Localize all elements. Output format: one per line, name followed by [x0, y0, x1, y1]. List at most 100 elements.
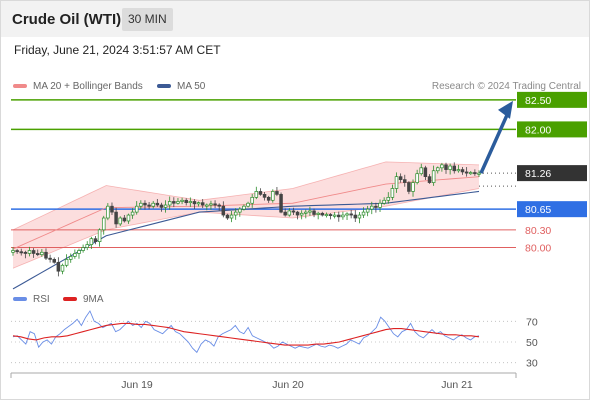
candle-body	[93, 238, 98, 242]
candle-body	[394, 176, 399, 189]
candle-body	[415, 173, 419, 183]
candle-body	[254, 191, 259, 198]
candle-body	[23, 251, 28, 254]
candle-body	[353, 214, 358, 219]
candle-body	[167, 201, 172, 206]
candle-body	[299, 212, 304, 216]
candle-body	[431, 170, 436, 183]
candle-body	[390, 188, 395, 198]
candle-body	[304, 211, 308, 214]
candle-body	[106, 205, 110, 219]
candle-body	[440, 164, 444, 169]
level-label-81-26: 81.26	[525, 168, 551, 180]
candle-body	[464, 171, 469, 174]
candle-body	[221, 205, 226, 216]
legend-rsi-ma: 9MA	[63, 294, 104, 305]
time-axis: Jun 19 Jun 20 Jun 21	[10, 372, 517, 391]
candle-body	[238, 208, 242, 213]
candle-body	[436, 167, 440, 172]
candle-body	[365, 208, 370, 213]
level-label-80-00: 80.00	[525, 243, 551, 255]
candle-body	[213, 203, 217, 206]
candle-body	[225, 214, 230, 219]
candle-body	[114, 211, 118, 225]
candle-body	[73, 253, 77, 257]
candle-body	[143, 202, 147, 206]
legend-ma50: MA 50	[157, 81, 205, 92]
rsi-swatch	[13, 297, 27, 302]
candle-body	[242, 205, 246, 210]
candle-body	[308, 210, 312, 213]
ma20-line	[12, 176, 480, 250]
candle-body	[382, 199, 386, 204]
candle-body	[19, 251, 23, 254]
candle-body	[233, 211, 238, 216]
level-label-82-00: 82.00	[525, 124, 551, 136]
candle-body	[68, 256, 73, 260]
candle-body	[444, 164, 448, 170]
level-tag-80-65	[517, 201, 587, 218]
candle-body	[378, 202, 382, 208]
time-tick-label: Jun 20	[272, 379, 304, 391]
level-labels: 82.50 82.00 81.26 80.65 80.30 80.00	[517, 91, 587, 255]
candle-body	[229, 214, 234, 219]
bollinger-lower	[12, 188, 480, 269]
legend-rsi-label: RSI	[33, 294, 50, 305]
candle-body	[110, 205, 114, 213]
candle-body	[126, 214, 131, 222]
bollinger-swatch	[13, 84, 27, 89]
candle-body	[246, 202, 250, 207]
candle-body	[345, 213, 349, 216]
candle-body	[341, 214, 345, 218]
candle-body	[337, 214, 341, 218]
candle-body	[180, 199, 184, 202]
level-tag-82-50	[517, 91, 587, 108]
arrow-head	[498, 100, 513, 119]
candles	[11, 162, 481, 277]
candle-body	[184, 199, 188, 204]
rsi-tick-label: 70	[526, 316, 538, 328]
candle-body	[64, 259, 69, 266]
candle-body	[151, 202, 155, 207]
candle-body	[118, 217, 122, 225]
candle-body	[139, 202, 143, 207]
legend-rsi: RSI	[13, 294, 50, 305]
interval-selector[interactable]: 30 MIN	[122, 8, 173, 31]
candle-body	[163, 204, 168, 208]
candle-body	[147, 204, 151, 207]
candle-body	[11, 250, 15, 253]
candle-body	[427, 176, 432, 183]
candle-body	[266, 196, 271, 201]
candle-body	[262, 194, 267, 198]
candle-body	[477, 172, 481, 175]
bollinger-upper	[12, 161, 480, 231]
candle-body	[200, 202, 205, 206]
candle-body	[398, 176, 403, 180]
timestamp: Friday, June 21, 2024 3:51:57 AM CET	[14, 43, 221, 57]
candle-body	[122, 217, 127, 222]
candle-body	[295, 211, 300, 216]
arrow-shaft	[479, 112, 510, 174]
rsi-tick-label: 50	[526, 337, 538, 349]
header-bar: Crude Oil (WTI) 30 MIN	[1, 1, 589, 37]
ma50-swatch	[157, 84, 171, 89]
candle-body	[31, 250, 36, 254]
candle-body	[316, 212, 320, 215]
candle-body	[370, 205, 374, 210]
candle-body	[287, 210, 292, 216]
candle-body	[35, 253, 40, 256]
rsi-ma-swatch	[63, 297, 77, 302]
candle-body	[217, 204, 221, 207]
candle-body	[89, 238, 94, 245]
legend-rsi-ma-label: 9MA	[83, 294, 104, 305]
candle-body	[205, 204, 209, 207]
candle-body	[320, 212, 325, 216]
level-label-80-65: 80.65	[525, 204, 551, 216]
rsi-tick-label: 30	[526, 358, 538, 370]
candle-body	[312, 210, 316, 215]
candle-body	[403, 179, 407, 183]
candle-body	[361, 211, 366, 216]
candle-body	[155, 202, 160, 206]
candle-body	[60, 264, 65, 272]
